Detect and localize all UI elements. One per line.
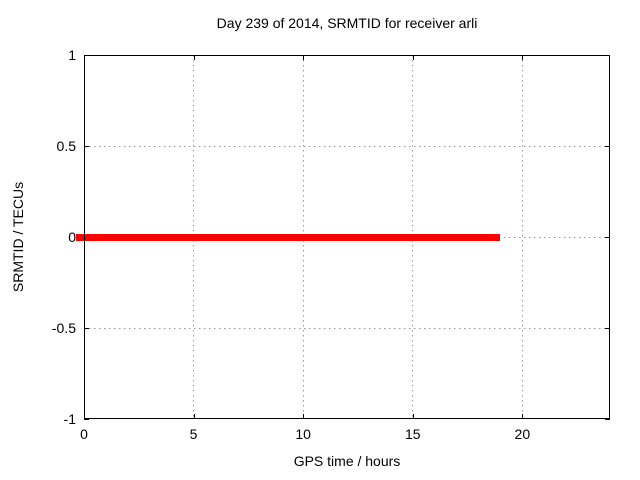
x-tick-bottom [303,414,305,419]
x-tick-top [522,55,524,60]
x-tick-label-0: 0 [80,426,88,442]
gridline-y--0.5 [84,327,610,329]
chart-title: Day 239 of 2014, SRMTID for receiver arl… [216,15,478,31]
x-tick-bottom [193,414,195,419]
y-tick-right [605,55,610,56]
y-tick-right [605,328,610,329]
y-tick-right [605,237,610,238]
plot-area [76,55,610,420]
y-tick-left [84,419,89,420]
x-tick-label-15: 15 [404,426,421,442]
y-tick-label-1: 1 [68,47,76,63]
x-tick-bottom [522,414,524,419]
x-tick-label-5: 5 [189,426,198,442]
x-tick-label-10: 10 [295,426,311,442]
y-tick-label-0: 0 [68,229,76,245]
y-tick-left [84,55,89,56]
x-tick-top [193,55,195,60]
y-tick-right [605,419,610,420]
y-tick-label--0.5: -0.5 [51,320,76,336]
gridline-y-0.5 [84,145,610,147]
x-tick-label-20: 20 [514,426,531,442]
series-line-SRMTID [76,233,501,241]
y-tick-right [605,146,610,147]
y-tick-label--1: -1 [63,411,76,427]
y-tick-left [84,146,89,147]
y-tick-label-0.5: 0.5 [56,138,76,154]
x-tick-top [412,55,414,60]
x-axis-label: GPS time / hours [293,453,401,469]
y-tick-left [84,328,89,329]
x-tick-bottom [412,414,414,419]
x-tick-top [303,55,305,60]
